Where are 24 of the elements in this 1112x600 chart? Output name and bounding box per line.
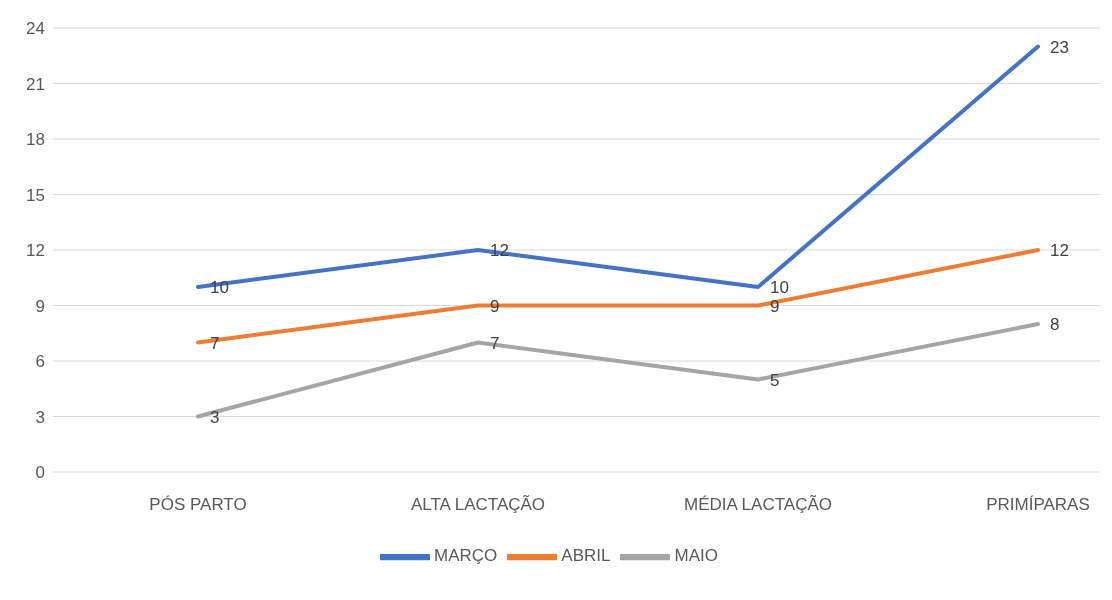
y-tick-label: 0 [35,463,45,483]
x-tick-label: PRIMÍPARAS [986,495,1090,515]
data-label: 10 [770,278,789,298]
data-label: 23 [1050,37,1069,57]
data-label: 12 [1050,241,1069,261]
x-tick-label: MÉDIA LACTAÇÃO [684,495,832,515]
legend-label: MARÇO [434,546,498,566]
data-label: 8 [1050,315,1060,335]
x-tick-label: PÓS PARTO [149,495,247,515]
y-tick-label: 9 [35,296,45,316]
y-tick-label: 3 [35,407,45,427]
y-tick-label: 15 [26,185,45,205]
data-label: 5 [770,370,780,390]
data-label: 7 [490,333,500,353]
y-tick-label: 18 [26,130,45,150]
y-tick-label: 6 [35,352,45,372]
y-tick-label: 12 [26,241,45,261]
data-label: 3 [210,407,220,427]
y-tick-label: 24 [26,19,45,39]
y-tick-label: 21 [26,74,45,94]
x-tick-label: ALTA LACTAÇÃO [410,495,546,515]
data-label: 9 [490,296,500,316]
legend-label: ABRIL [561,546,611,566]
legend-label: MAIO [674,546,718,566]
